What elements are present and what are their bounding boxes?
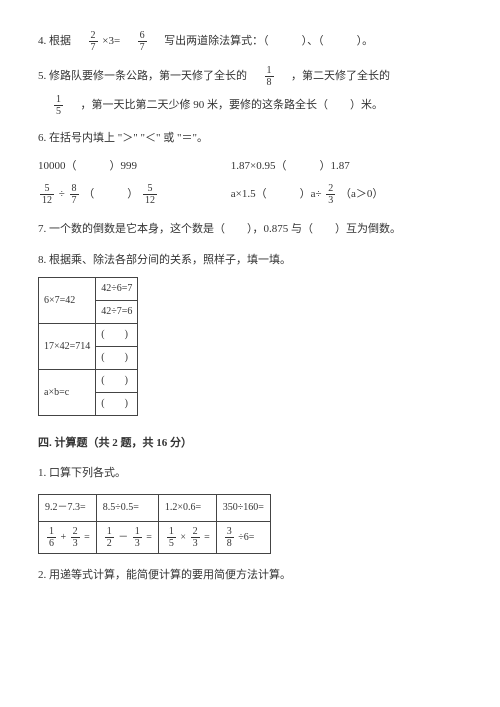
calc-2: 2. 用递等式计算，能简便计算的要用简便方法计算。 (38, 566, 462, 586)
q6-r1b: 1.87×0.95（ ）1.87 (231, 157, 350, 177)
q5-line2: ，第一天比第二天少修 90 米，要修的这条路全长（ ）米。 (81, 99, 384, 111)
q5-frac1: 18 (265, 65, 274, 88)
q8-table: 6×7=4242÷6=7 42÷7=6 17×42=714( ) ( ) a×b… (38, 277, 138, 416)
q5-line1a: 5. 修路队要修一条公路，第一天修了全长的 (38, 70, 247, 82)
question-5: 5. 修路队要修一条公路，第一天修了全长的 18 ，第二天修了全长的 15 ，第… (38, 65, 462, 117)
q6-r2b: a×1.5（ ）a÷ 23 （a＞0） (231, 183, 384, 206)
q4-frac1: 27 (89, 30, 98, 53)
question-6: 6. 在括号内填上 "＞" "＜" 或 "＝"。 10000（ ）999 1.8… (38, 129, 462, 206)
q6-title: 6. 在括号内填上 "＞" "＜" 或 "＝"。 (38, 129, 462, 149)
q5-frac2: 15 (54, 94, 63, 117)
question-4: 4. 根据 27 ×3= 67 写出两道除法算式：（ ）、（ ）。 (38, 30, 462, 53)
c1-table: 9.2－7.3= 8.5÷0.5= 1.2×0.6= 350÷160= 16 +… (38, 494, 271, 554)
q4-mid: ×3= (102, 35, 120, 47)
c1-title: 1. 口算下列各式。 (38, 464, 462, 484)
q6-r1a: 10000（ ）999 (38, 157, 228, 177)
q4-prefix: 4. 根据 (38, 35, 71, 47)
q4-frac2: 67 (138, 30, 147, 53)
section-4-title: 四. 计算题（共 2 题，共 16 分） (38, 434, 462, 454)
question-7: 7. 一个数的倒数是它本身，这个数是（ ），0.875 与（ ）互为倒数。 (38, 220, 462, 240)
q5-line1b: ，第二天修了全长的 (291, 70, 390, 82)
q4-tail: 写出两道除法算式：（ ）、（ ）。 (164, 35, 373, 47)
q6-r2a: 512 ÷ 87 （ ） 512 (38, 183, 228, 206)
calc-1: 1. 口算下列各式。 9.2－7.3= 8.5÷0.5= 1.2×0.6= 35… (38, 464, 462, 554)
q8-title: 8. 根据乘、除法各部分间的关系，照样子，填一填。 (38, 251, 462, 271)
question-8: 8. 根据乘、除法各部分间的关系，照样子，填一填。 6×7=4242÷6=7 4… (38, 251, 462, 416)
